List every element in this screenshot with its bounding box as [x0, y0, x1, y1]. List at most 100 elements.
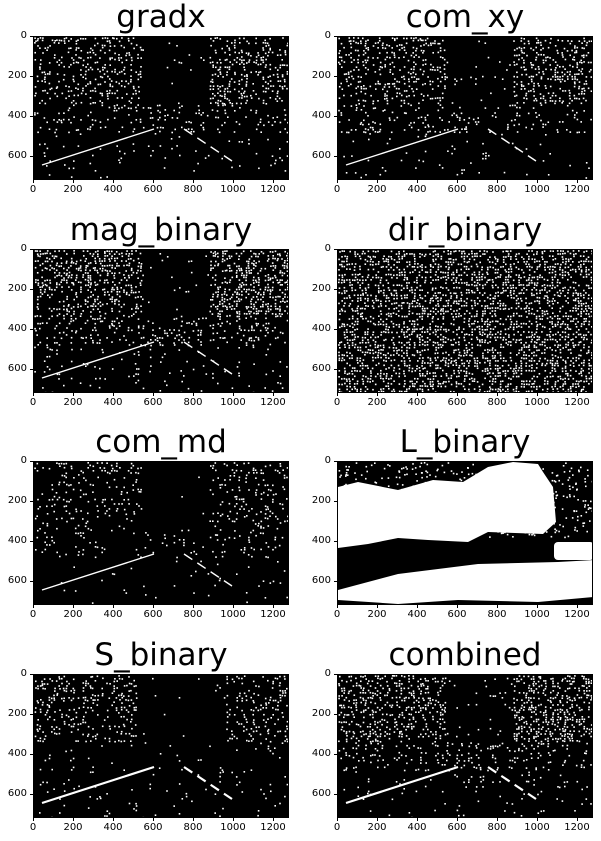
x-tick-label: 0 — [333, 397, 341, 408]
x-tick-label: 200 — [63, 184, 83, 195]
x-tick-label: 200 — [367, 397, 387, 408]
x-tick-mark — [457, 180, 458, 183]
x-tick-label: 1200 — [564, 184, 590, 195]
x-tick-label: 600 — [143, 397, 163, 408]
y-tick-label: 400 — [7, 748, 27, 759]
y-tick-label: 0 — [324, 668, 331, 679]
y-tick-mark — [334, 369, 337, 370]
x-tick-label: 1000 — [220, 184, 246, 195]
x-tick-mark — [457, 818, 458, 821]
x-tick-label: 1200 — [564, 397, 590, 408]
lane-lines — [41, 128, 233, 166]
image-background — [34, 250, 288, 392]
y-tick-label: 200 — [7, 70, 27, 81]
x-tick-mark — [377, 605, 378, 608]
y-tick-mark — [30, 714, 33, 715]
binary-image-canvas — [338, 462, 592, 604]
y-tick-label: 200 — [311, 495, 331, 506]
y-tick-mark — [30, 501, 33, 502]
x-tick-mark — [457, 605, 458, 608]
y-tick-mark — [30, 116, 33, 117]
x-tick-label: 600 — [143, 822, 163, 833]
x-tick-label: 1200 — [564, 609, 590, 620]
y-tick-label: 600 — [7, 150, 27, 161]
image-background — [338, 37, 592, 179]
binary-image — [33, 249, 289, 393]
binary-image-canvas — [34, 675, 288, 817]
x-tick-mark — [273, 180, 274, 183]
x-tick-mark — [537, 818, 538, 821]
x-tick-label: 600 — [143, 184, 163, 195]
y-tick-mark — [334, 36, 337, 37]
x-tick-mark — [153, 180, 154, 183]
lane-lines — [41, 765, 233, 805]
x-tick-mark — [233, 180, 234, 183]
y-tick-mark — [334, 581, 337, 582]
binary-image — [337, 461, 593, 605]
x-tick-label: 400 — [407, 609, 427, 620]
binary-image-canvas — [338, 37, 592, 179]
y-tick-label: 0 — [20, 243, 27, 254]
y-tick-label: 200 — [7, 495, 27, 506]
binary-image — [337, 249, 593, 393]
image-background — [34, 462, 288, 604]
subplot-title: com_md — [95, 424, 227, 460]
y-tick-label: 0 — [324, 243, 331, 254]
x-tick-label: 800 — [183, 609, 203, 620]
x-tick-label: 1200 — [260, 822, 286, 833]
x-tick-label: 0 — [333, 184, 341, 195]
y-tick-label: 600 — [7, 363, 27, 374]
x-tick-label: 400 — [103, 822, 123, 833]
x-tick-mark — [33, 180, 34, 183]
y-tick-mark — [30, 581, 33, 582]
x-tick-mark — [457, 393, 458, 396]
x-tick-label: 0 — [29, 397, 37, 408]
x-tick-mark — [113, 180, 114, 183]
y-tick-mark — [30, 289, 33, 290]
image-background — [338, 250, 592, 392]
subplot-title: mag_binary — [69, 212, 253, 248]
x-tick-label: 400 — [103, 609, 123, 620]
y-tick-label: 200 — [7, 283, 27, 294]
y-tick-label: 400 — [7, 323, 27, 334]
x-tick-mark — [233, 818, 234, 821]
y-tick-label: 200 — [311, 283, 331, 294]
lane-lines — [41, 553, 233, 591]
y-tick-label: 400 — [311, 323, 331, 334]
y-tick-label: 0 — [324, 455, 331, 466]
x-tick-label: 800 — [183, 822, 203, 833]
y-tick-mark — [334, 541, 337, 542]
binary-image-canvas — [34, 37, 288, 179]
x-tick-label: 800 — [183, 184, 203, 195]
y-tick-label: 0 — [20, 30, 27, 41]
y-tick-mark — [334, 714, 337, 715]
x-tick-mark — [377, 393, 378, 396]
x-tick-mark — [337, 180, 338, 183]
lane-lines — [41, 341, 233, 379]
y-tick-mark — [334, 249, 337, 250]
y-tick-mark — [30, 754, 33, 755]
x-tick-label: 800 — [487, 609, 507, 620]
y-tick-mark — [334, 754, 337, 755]
x-tick-label: 0 — [333, 822, 341, 833]
x-tick-label: 200 — [367, 184, 387, 195]
x-tick-label: 1000 — [220, 397, 246, 408]
x-tick-mark — [193, 180, 194, 183]
x-tick-mark — [337, 393, 338, 396]
subplot-title: combined — [388, 637, 542, 673]
x-tick-mark — [153, 605, 154, 608]
y-tick-mark — [334, 156, 337, 157]
image-background — [338, 675, 592, 817]
y-tick-mark — [30, 76, 33, 77]
binary-image-canvas — [34, 250, 288, 392]
x-tick-mark — [113, 818, 114, 821]
y-tick-label: 200 — [311, 70, 331, 81]
x-tick-label: 1200 — [260, 184, 286, 195]
x-tick-mark — [417, 180, 418, 183]
y-tick-label: 600 — [311, 788, 331, 799]
subplot-title: gradx — [116, 0, 206, 35]
y-tick-mark — [334, 794, 337, 795]
x-tick-label: 1000 — [220, 822, 246, 833]
x-tick-label: 600 — [447, 397, 467, 408]
x-tick-mark — [113, 605, 114, 608]
